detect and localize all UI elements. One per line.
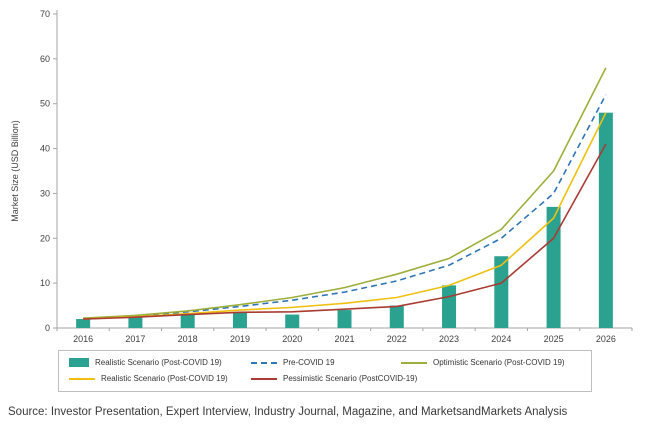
legend-label: Realistic Scenario (Post-COVID 19) xyxy=(95,358,222,367)
line-series-3 xyxy=(83,143,607,320)
legend-label: Pre-COVID 19 xyxy=(283,358,335,367)
legend-label: Realistic Scenario (Post-COVID 19) xyxy=(101,374,228,383)
x-tick-label: 2025 xyxy=(544,334,564,344)
legend: Realistic Scenario (Post-COVID 19) Pre-CO… xyxy=(58,350,592,392)
line-legend-marker xyxy=(251,377,277,380)
bar xyxy=(128,316,143,328)
market-size-chart: 0 10 20 30 40 50 60 70 2016 2017 2018 2019 2020 2021 2… xyxy=(10,9,633,344)
legend-item: Optimistic Scenario (Post-COVID 19) xyxy=(401,358,581,367)
bar xyxy=(285,314,300,328)
legend-label: Pessimistic Scenario (PostCOVID-19) xyxy=(283,374,418,383)
bar xyxy=(76,319,91,328)
bar xyxy=(337,310,352,328)
source-text: Source: Investor Presentation, Expert In… xyxy=(8,406,568,418)
legend-item: Realistic Scenario (Post-COVID 19) xyxy=(69,374,251,383)
y-tick-label: 20 xyxy=(40,233,50,243)
chart-plot-area: 0 10 20 30 40 50 60 70 2016 2017 2018 2019 2020 2021 2… xyxy=(10,9,633,344)
y-tick-label: 30 xyxy=(40,188,50,198)
x-tick-label: 2018 xyxy=(178,334,198,344)
y-tick-label: 50 xyxy=(40,99,50,109)
dashed-line-legend-marker xyxy=(251,361,277,364)
y-tick-label: 10 xyxy=(40,278,50,288)
y-axis-title: Market Size (USD Billion) xyxy=(10,120,20,222)
bar-legend-marker xyxy=(69,358,89,367)
legend-item: Pessimistic Scenario (PostCOVID-19) xyxy=(251,374,417,383)
legend-item: Realistic Scenario (Post-COVID 19) xyxy=(69,358,251,367)
bar xyxy=(232,312,247,328)
bar xyxy=(389,305,404,328)
legend-label: Optimistic Scenario (Post-COVID 19) xyxy=(433,358,565,367)
y-tick-label: 70 xyxy=(40,9,50,19)
y-tick-label: 60 xyxy=(40,54,50,64)
x-tick-label: 2016 xyxy=(73,334,93,344)
bar xyxy=(442,285,457,328)
line-legend-marker xyxy=(69,377,95,380)
x-tick-label: 2026 xyxy=(596,334,616,344)
y-tick-label: 40 xyxy=(40,144,50,154)
bar xyxy=(546,206,561,328)
bar xyxy=(598,112,613,328)
line-legend-marker xyxy=(401,361,427,364)
y-tick-label: 0 xyxy=(45,323,50,333)
line-series-1 xyxy=(83,67,607,319)
x-tick-label: 2021 xyxy=(334,334,354,344)
x-tick-label: 2023 xyxy=(439,334,459,344)
x-tick-label: 2020 xyxy=(282,334,302,344)
x-tick-label: 2022 xyxy=(387,334,407,344)
x-tick-label: 2019 xyxy=(230,334,250,344)
x-tick-label: 2017 xyxy=(125,334,145,344)
legend-item: Pre-COVID 19 xyxy=(251,358,401,367)
x-tick-label: 2024 xyxy=(491,334,511,344)
bar xyxy=(180,314,195,328)
bar xyxy=(494,256,509,328)
line-series-0 xyxy=(83,94,607,320)
